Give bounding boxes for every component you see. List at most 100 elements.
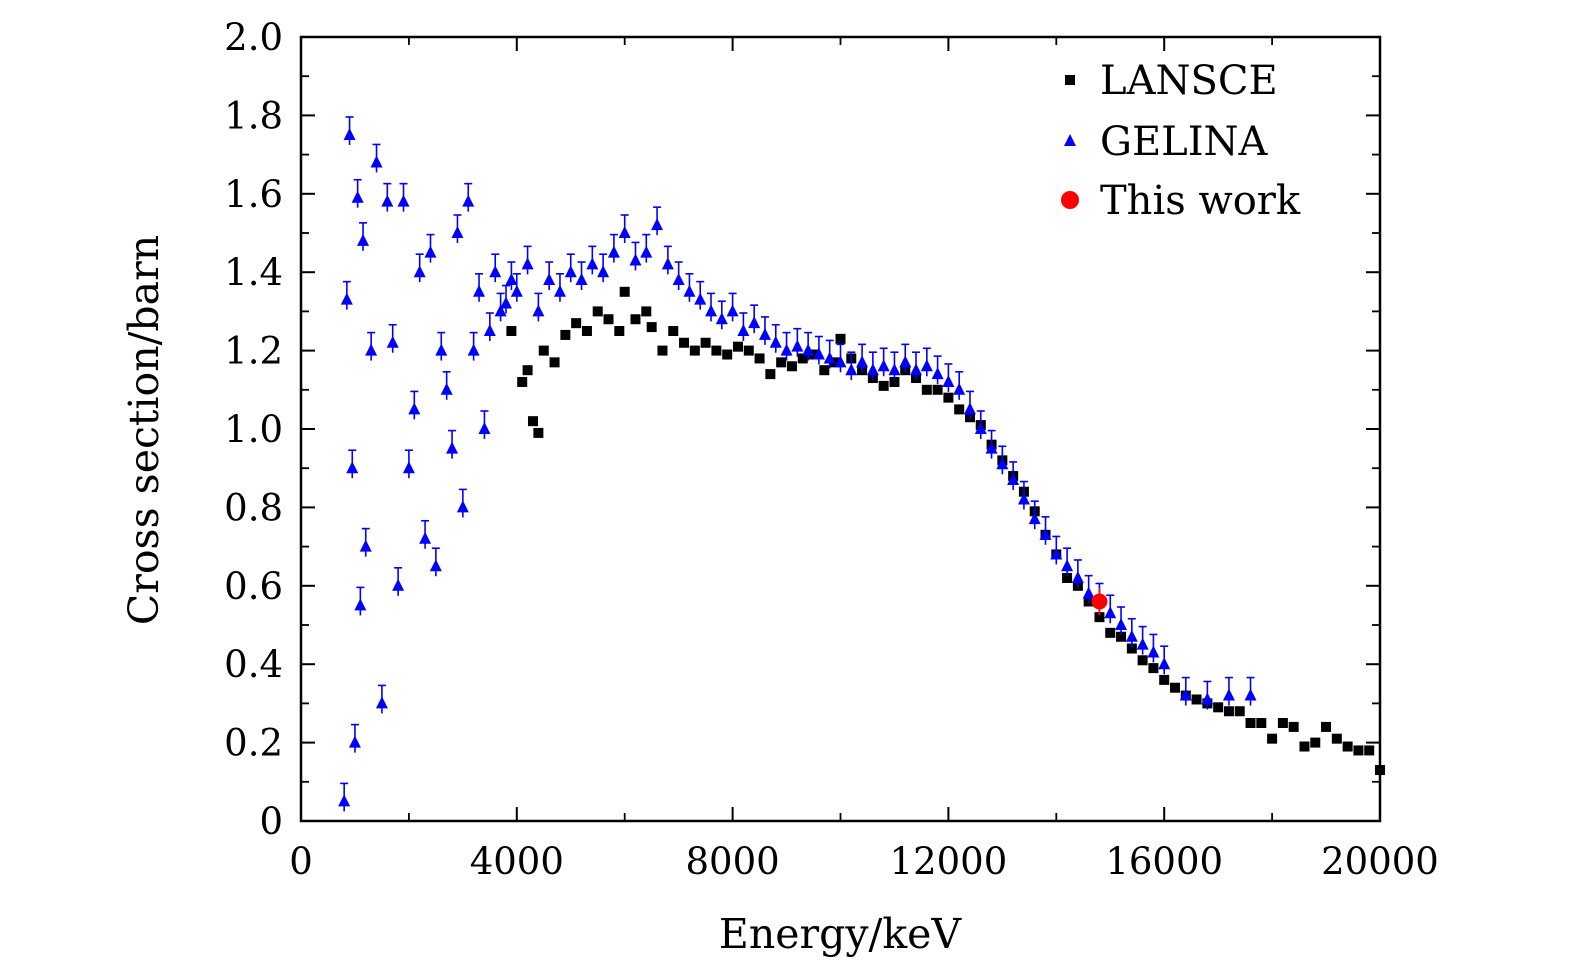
- data-point: [812, 347, 825, 360]
- x-tick-label: 12000: [890, 840, 1008, 883]
- data-point: [1158, 657, 1171, 670]
- data-point: [722, 349, 733, 360]
- data-point: [834, 355, 847, 368]
- data-point: [1062, 572, 1073, 583]
- data-point: [1277, 718, 1288, 728]
- data-point: [451, 226, 464, 238]
- data-point: [338, 794, 351, 807]
- data-point: [1148, 663, 1159, 674]
- data-point: [910, 363, 923, 376]
- data-point: [715, 312, 728, 325]
- data-point: [424, 245, 437, 258]
- y-tick-label: 1.8: [224, 94, 283, 137]
- data-point: [943, 392, 954, 403]
- data-point: [963, 402, 976, 415]
- data-point: [974, 422, 987, 434]
- data-point: [446, 441, 459, 454]
- data-point: [478, 422, 491, 434]
- y-tick-label: 0.2: [224, 722, 283, 765]
- data-point: [1179, 688, 1192, 701]
- data-point: [348, 735, 361, 748]
- data-point: [1116, 631, 1127, 642]
- data-point: [769, 335, 782, 348]
- data-point: [500, 296, 513, 309]
- data-point: [575, 273, 588, 286]
- data-point: [1256, 718, 1267, 728]
- data-point: [456, 500, 469, 513]
- data-point: [1136, 637, 1149, 650]
- data-point: [823, 351, 836, 364]
- data-point: [1331, 733, 1342, 744]
- data-point: [1115, 618, 1128, 630]
- data-point: [1017, 492, 1030, 505]
- data-point: [1191, 694, 1202, 705]
- data-point: [711, 345, 722, 356]
- data-point: [381, 194, 394, 207]
- data-point: [1126, 643, 1137, 654]
- legend-label: LANSCE: [1100, 58, 1278, 104]
- y-tick-label: 1.6: [224, 173, 283, 216]
- data-point: [899, 355, 912, 368]
- data-point: [473, 284, 486, 297]
- data-point: [597, 265, 610, 278]
- data-point: [506, 326, 517, 336]
- data-point: [538, 345, 549, 356]
- data-point: [359, 539, 372, 552]
- data-point: [581, 326, 592, 336]
- data-point: [1105, 627, 1116, 638]
- data-point: [657, 345, 668, 356]
- data-point: [1223, 706, 1234, 717]
- data-point: [672, 273, 685, 286]
- y-tick-label: 0.8: [224, 486, 283, 529]
- data-point: [370, 155, 383, 168]
- data-point: [877, 359, 890, 372]
- y-tick-label: 0.6: [224, 565, 283, 608]
- data-point: [375, 696, 388, 709]
- plot-area: [338, 116, 1385, 812]
- data-point: [397, 194, 410, 207]
- data-point: [1234, 706, 1245, 717]
- data-point: [797, 353, 808, 364]
- data-point: [942, 374, 955, 387]
- data-point: [1310, 737, 1321, 748]
- legend-marker: [1064, 134, 1076, 146]
- data-point: [683, 284, 696, 297]
- data-point: [343, 128, 356, 140]
- data-point: [1288, 721, 1299, 732]
- data-point: [357, 233, 370, 246]
- data-point: [661, 257, 674, 270]
- data-point: [532, 304, 545, 317]
- data-point: [856, 355, 869, 368]
- data-point: [1039, 527, 1052, 540]
- data-point: [517, 376, 528, 387]
- data-point: [592, 306, 603, 317]
- data-point: [571, 318, 582, 329]
- data-point: [705, 304, 718, 317]
- data-point: [866, 363, 879, 376]
- data-point: [560, 329, 571, 340]
- y-tick-label: 1.0: [224, 408, 283, 451]
- data-point: [1244, 688, 1257, 701]
- legend-item: LANSCE: [1065, 58, 1278, 104]
- legend-item: This work: [1061, 178, 1301, 224]
- data-point: [835, 333, 846, 344]
- data-point: [351, 190, 364, 203]
- data-point: [791, 339, 804, 352]
- data-point: [889, 376, 900, 387]
- data-point: [429, 559, 442, 572]
- data-point: [614, 326, 625, 336]
- data-point: [1007, 472, 1020, 485]
- data-point: [1342, 741, 1353, 752]
- data-point: [419, 531, 432, 544]
- data-point: [700, 337, 711, 348]
- data-point: [921, 384, 932, 395]
- data-point: [440, 382, 453, 395]
- data-point: [931, 367, 944, 380]
- data-point: [888, 363, 901, 376]
- data-point: [586, 257, 599, 270]
- data-point: [1364, 745, 1375, 756]
- data-point: [1091, 593, 1108, 610]
- data-point: [737, 324, 750, 336]
- y-tick-label: 0: [259, 800, 283, 843]
- data-point: [646, 322, 657, 333]
